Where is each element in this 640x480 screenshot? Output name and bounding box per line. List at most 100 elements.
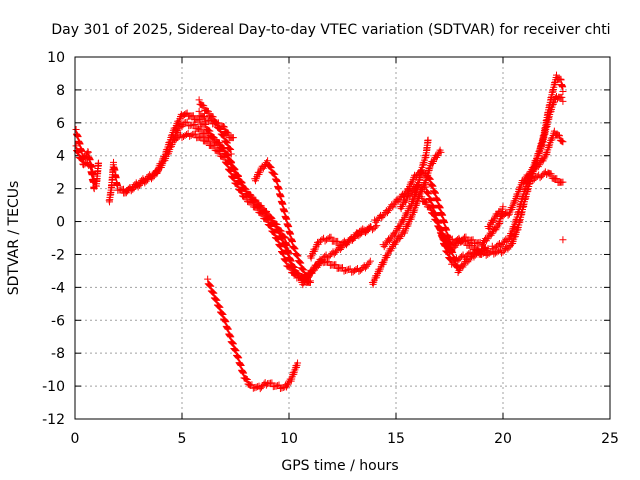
data-point bbox=[274, 227, 282, 235]
data-point bbox=[559, 138, 567, 146]
y-tick-label: -8 bbox=[51, 346, 65, 362]
data-point bbox=[209, 288, 217, 296]
data-point bbox=[232, 346, 239, 354]
data-point bbox=[238, 178, 246, 186]
data-point bbox=[339, 264, 346, 272]
data-point bbox=[205, 127, 213, 135]
data-point bbox=[332, 261, 340, 269]
data-point bbox=[553, 175, 561, 183]
data-point bbox=[210, 142, 218, 150]
data-point bbox=[559, 97, 567, 105]
data-point bbox=[366, 257, 374, 265]
data-point bbox=[221, 153, 229, 161]
y-tick-label: -2 bbox=[51, 247, 65, 263]
data-point bbox=[274, 382, 282, 390]
ticks: 0 5 10 15 20 25 -12 -10 -8 -6 -4 -2 0 2 4 6 8 10 bbox=[42, 50, 619, 447]
y-tick-label: -4 bbox=[51, 280, 65, 296]
data-point bbox=[267, 223, 275, 231]
data-point bbox=[394, 197, 402, 205]
data-point bbox=[266, 162, 274, 170]
y-tick-label: 10 bbox=[47, 50, 65, 66]
data-point bbox=[292, 250, 300, 258]
x-tick-label: 10 bbox=[280, 431, 298, 447]
y-tick-label: 6 bbox=[56, 116, 65, 132]
data-point bbox=[555, 131, 563, 139]
data-point bbox=[424, 136, 432, 144]
data-point bbox=[424, 189, 432, 197]
y-tick-label: -10 bbox=[42, 379, 65, 395]
data-point bbox=[425, 174, 433, 182]
data-point bbox=[426, 175, 434, 183]
y-tick-label: -6 bbox=[51, 313, 65, 329]
data-point bbox=[219, 310, 227, 318]
data-point bbox=[345, 265, 353, 273]
data-point bbox=[435, 224, 443, 232]
data-point bbox=[415, 180, 423, 188]
series-arc5 bbox=[169, 129, 308, 285]
data-point bbox=[226, 145, 234, 153]
y-tick-label: 8 bbox=[56, 83, 65, 99]
data-point bbox=[149, 173, 157, 181]
data-point bbox=[272, 382, 280, 390]
data-point bbox=[219, 132, 227, 140]
data-point bbox=[425, 174, 433, 182]
data-point bbox=[269, 228, 277, 236]
data-point bbox=[251, 384, 259, 392]
data-point bbox=[530, 166, 538, 174]
data-point bbox=[227, 146, 235, 154]
data-point bbox=[513, 224, 521, 232]
data-point bbox=[90, 185, 98, 193]
data-point bbox=[232, 347, 240, 355]
data-point bbox=[426, 196, 434, 204]
series-arc20 bbox=[484, 127, 567, 232]
data-point bbox=[217, 125, 225, 133]
data-point bbox=[95, 159, 103, 167]
data-point bbox=[210, 134, 218, 142]
data-point bbox=[191, 130, 199, 138]
data-point bbox=[195, 107, 203, 115]
x-tick-label: 15 bbox=[387, 431, 405, 447]
data-point bbox=[280, 250, 288, 258]
data-point bbox=[422, 198, 430, 206]
data-point bbox=[230, 164, 238, 172]
data-point bbox=[203, 130, 211, 138]
data-point bbox=[195, 116, 203, 124]
data-point bbox=[462, 237, 470, 245]
data-point bbox=[210, 289, 218, 297]
data-point bbox=[534, 163, 542, 171]
data-point bbox=[426, 175, 434, 183]
data-point bbox=[271, 229, 279, 237]
data-point bbox=[215, 303, 223, 311]
data-point bbox=[418, 193, 426, 201]
data-point bbox=[298, 264, 306, 272]
data-point bbox=[427, 197, 435, 205]
series-arc19 bbox=[488, 93, 567, 253]
data-point bbox=[229, 340, 237, 348]
data-point bbox=[229, 173, 237, 181]
data-point bbox=[529, 168, 537, 176]
data-point bbox=[234, 171, 242, 179]
data-point bbox=[279, 249, 287, 257]
data-point bbox=[200, 113, 208, 121]
plot-frame bbox=[74, 56, 611, 420]
data-point bbox=[200, 102, 208, 110]
data-point bbox=[275, 227, 283, 235]
data-point bbox=[218, 309, 226, 317]
data-point bbox=[226, 166, 234, 174]
data-point bbox=[259, 210, 267, 218]
data-point bbox=[275, 381, 283, 389]
data-point bbox=[228, 339, 236, 347]
data-point bbox=[325, 258, 333, 266]
y-axis-label: SDTVAR / TECUs bbox=[6, 181, 22, 296]
data-point bbox=[246, 191, 254, 199]
data-point bbox=[77, 154, 85, 162]
data-point bbox=[269, 169, 277, 177]
data-point bbox=[225, 144, 233, 152]
data-point bbox=[469, 236, 477, 244]
grid bbox=[75, 57, 610, 419]
data-point bbox=[295, 257, 303, 265]
data-point bbox=[248, 381, 256, 389]
data-point bbox=[249, 384, 257, 392]
data-point bbox=[281, 256, 289, 264]
data-point bbox=[252, 196, 260, 204]
